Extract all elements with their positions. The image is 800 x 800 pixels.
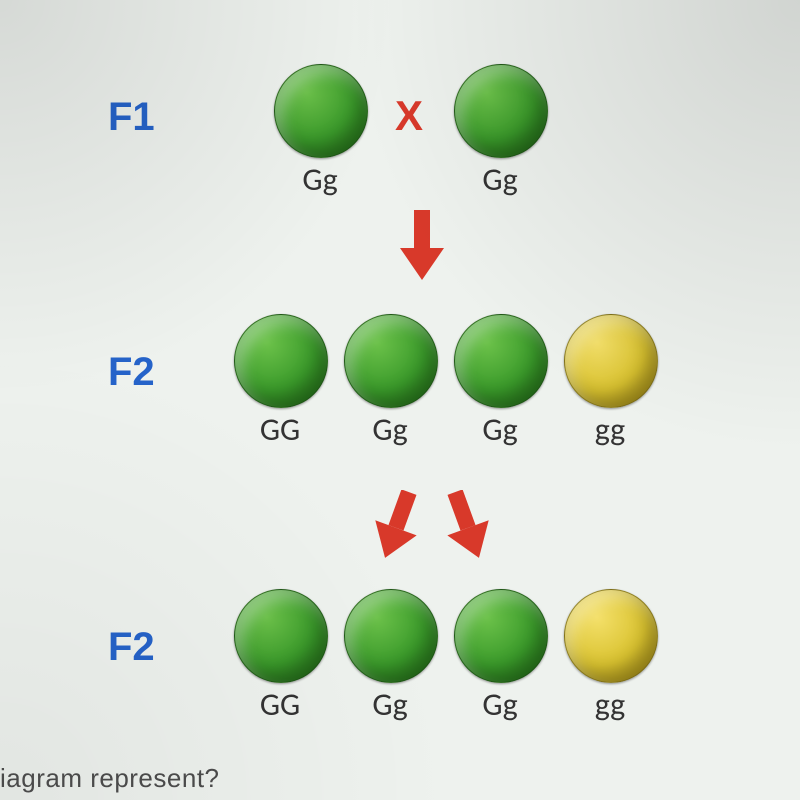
genotype-label: GG — [260, 410, 300, 449]
arrow-down-left-icon — [370, 490, 425, 560]
green-pea — [344, 314, 438, 408]
genotype-label: Gg — [482, 685, 517, 724]
green-pea — [274, 64, 368, 158]
generation-label: F2 — [108, 625, 155, 670]
genotype-label: Gg — [372, 410, 407, 449]
generation-label: F1 — [108, 95, 155, 140]
arrow-down-icon — [400, 210, 444, 280]
green-pea — [454, 64, 548, 158]
genotype-label: gg — [595, 685, 625, 724]
genotype-label: gg — [595, 410, 625, 449]
diagram-canvas: F1 Gg Gg X F2 GG Gg Gg gg F2 GG Gg Gg gg — [0, 0, 800, 800]
green-pea — [234, 589, 328, 683]
genotype-label: Gg — [482, 160, 517, 199]
green-pea — [454, 314, 548, 408]
generation-label: F2 — [108, 350, 155, 395]
cross-symbol: X — [395, 92, 423, 140]
yellow-pea — [564, 589, 658, 683]
arrow-down-right-icon — [440, 490, 495, 560]
genotype-label: Gg — [372, 685, 407, 724]
genotype-label: Gg — [302, 160, 337, 199]
cropped-question-text: iagram represent? — [0, 763, 220, 794]
green-pea — [344, 589, 438, 683]
genotype-label: GG — [260, 685, 300, 724]
green-pea — [234, 314, 328, 408]
yellow-pea — [564, 314, 658, 408]
green-pea — [454, 589, 548, 683]
genotype-label: Gg — [482, 410, 517, 449]
